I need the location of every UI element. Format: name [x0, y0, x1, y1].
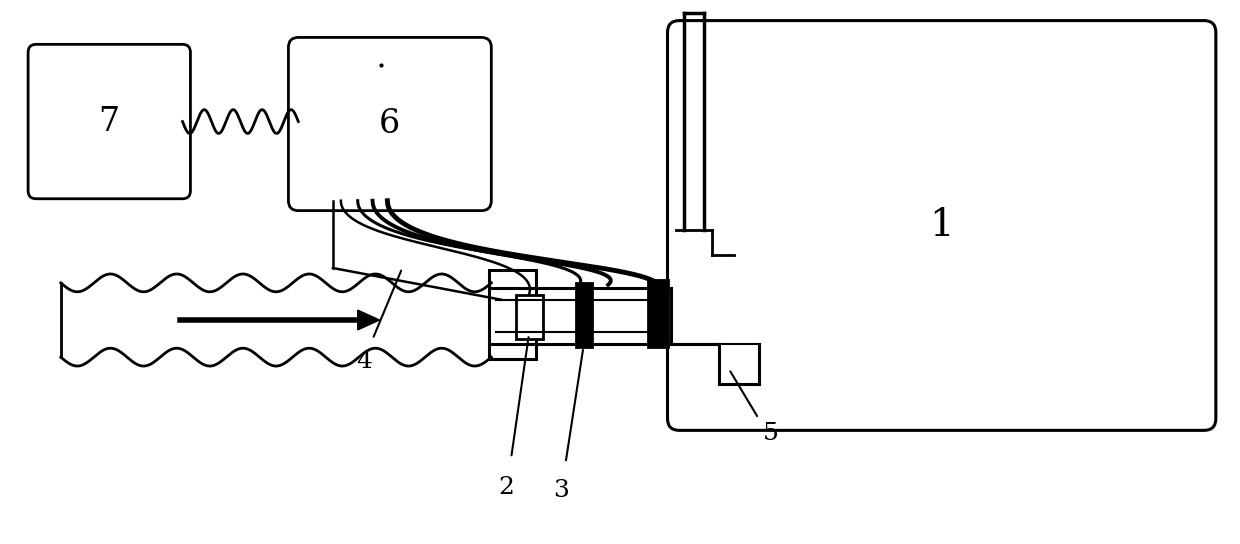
Bar [647, 280, 667, 347]
Text: 7: 7 [99, 106, 120, 138]
Bar [516, 295, 543, 339]
Text: 5: 5 [763, 422, 779, 445]
Text: 6: 6 [379, 108, 401, 140]
Text: 4: 4 [357, 350, 372, 373]
Polygon shape [357, 310, 379, 330]
FancyBboxPatch shape [289, 38, 491, 211]
FancyBboxPatch shape [667, 21, 1216, 430]
Bar [490, 270, 536, 359]
FancyBboxPatch shape [29, 45, 191, 199]
Text: 2: 2 [498, 477, 515, 499]
Text: 3: 3 [553, 479, 569, 502]
Bar [577, 283, 593, 347]
Text: 1: 1 [929, 207, 954, 244]
